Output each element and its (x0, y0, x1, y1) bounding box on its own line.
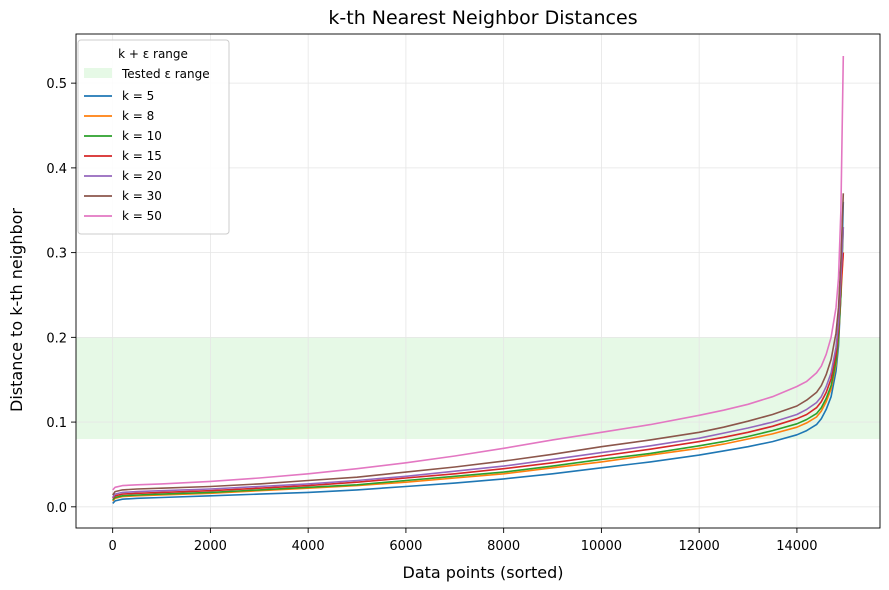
legend-label: k = 5 (122, 89, 154, 103)
legend-label: k = 20 (122, 169, 162, 183)
legend-label: k = 15 (122, 149, 162, 163)
x-axis-label: Data points (sorted) (403, 563, 564, 582)
legend-band-swatch (84, 68, 112, 78)
x-tick-label: 0 (109, 539, 117, 554)
x-axis-ticks: 0 2000 4000 6000 8000 10000 12000 14000 (109, 528, 818, 554)
series-line-k-8 (112, 252, 845, 502)
x-tick-label: 10000 (581, 539, 622, 554)
plot-area (75, 33, 881, 529)
x-tick-label: 12000 (678, 539, 719, 554)
x-tick-label: 14000 (776, 539, 817, 554)
x-tick-label: 2000 (194, 539, 227, 554)
tested-epsilon-band (76, 337, 880, 440)
y-axis-label: Distance to k-th neighbor (7, 208, 26, 412)
legend-title: k + ε range (118, 47, 188, 61)
x-tick-label: 6000 (389, 539, 422, 554)
legend-items: k = 5 k = 8 k = 10 k = 15 k = 20 k = 30 k = 50 (84, 89, 162, 223)
legend-band-label: Tested ε range (121, 67, 210, 81)
series-line-k-30 (112, 193, 845, 496)
y-tick-label: 0.1 (46, 416, 67, 431)
chart-title: k-th Nearest Neighbor Distances (328, 7, 637, 29)
series-line-k-50 (112, 55, 845, 491)
legend-label: k = 50 (122, 209, 162, 223)
series-line-k-5 (112, 201, 845, 504)
y-tick-label: 0.0 (46, 501, 67, 516)
y-tick-label: 0.2 (46, 331, 67, 346)
legend-label: k = 8 (122, 109, 154, 123)
x-tick-label: 8000 (487, 539, 520, 554)
legend-label: k = 30 (122, 189, 162, 203)
y-tick-label: 0.4 (46, 162, 67, 177)
y-axis-ticks: 0.0 0.1 0.2 0.3 0.4 0.5 (46, 77, 76, 516)
legend-box (77, 39, 230, 235)
legend-label: k = 10 (122, 129, 162, 143)
y-tick-label: 0.5 (46, 77, 67, 92)
plot-frame (75, 33, 881, 529)
series-lines (112, 55, 845, 504)
series-line-k-10 (112, 227, 845, 501)
x-tick-label: 4000 (292, 539, 325, 554)
series-line-k-15 (112, 252, 845, 499)
y-tick-label: 0.3 (46, 247, 67, 262)
series-line-k-20 (112, 227, 845, 498)
legend: k + ε range Tested ε range k = 5k = 8k =… (77, 39, 230, 235)
